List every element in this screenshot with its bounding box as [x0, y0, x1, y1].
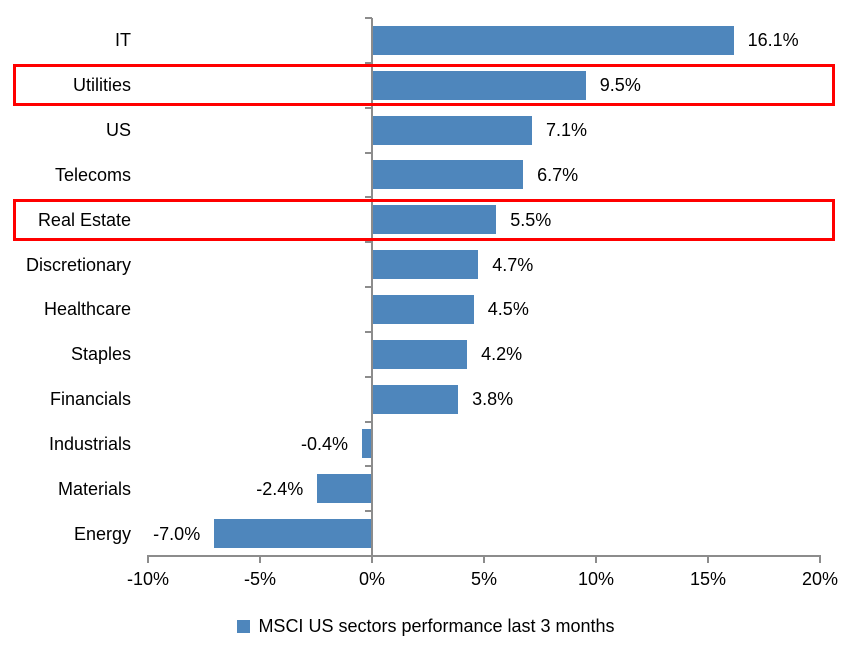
- bar-staples: [373, 339, 468, 369]
- category-label: Energy: [73, 523, 131, 544]
- category-label: Real Estate: [37, 209, 131, 230]
- value-label: 6.7%: [537, 164, 579, 185]
- bar-utilities: [373, 70, 586, 100]
- category-label: IT: [115, 30, 131, 51]
- bar-us: [373, 115, 533, 145]
- y-axis-tick: [365, 465, 372, 468]
- bar-telecoms: [373, 160, 524, 190]
- bar-discretionary: [373, 250, 479, 280]
- bar-industrials: [362, 429, 371, 459]
- value-label: 3.8%: [472, 389, 514, 410]
- category-label: Discretionary: [25, 254, 131, 275]
- x-axis-tick-label: -5%: [243, 569, 276, 589]
- y-axis-tick: [365, 510, 372, 513]
- highlight-box-utilities: [13, 64, 835, 107]
- bar-real-estate: [373, 205, 497, 235]
- category-label: Staples: [70, 344, 131, 365]
- x-axis-tick: [371, 556, 373, 563]
- value-label: 7.1%: [546, 120, 588, 141]
- y-axis-tick: [365, 61, 372, 64]
- legend-swatch-icon: [237, 619, 251, 633]
- bar-energy: [214, 519, 371, 549]
- x-axis-tick: [483, 556, 485, 563]
- x-axis-tick: [819, 556, 821, 563]
- category-label: Financials: [49, 389, 131, 410]
- value-label: -2.4%: [256, 478, 304, 499]
- y-axis-tick: [365, 330, 372, 333]
- category-label: Utilities: [72, 75, 131, 96]
- x-axis-tick-label: 15%: [689, 569, 727, 589]
- legend: MSCI US sectors performance last 3 month…: [0, 613, 852, 639]
- value-label: 5.5%: [510, 209, 552, 230]
- x-axis-tick: [147, 556, 149, 563]
- category-label: Telecoms: [54, 164, 131, 185]
- x-axis-tick-label: -10%: [126, 569, 170, 589]
- y-axis-tick: [365, 420, 372, 423]
- value-label: -7.0%: [153, 523, 201, 544]
- legend-label: MSCI US sectors performance last 3 month…: [258, 616, 615, 636]
- category-label: Industrials: [48, 433, 131, 454]
- x-axis-tick: [259, 556, 261, 563]
- y-axis-tick: [365, 375, 372, 378]
- value-label: 4.7%: [492, 254, 534, 275]
- x-axis-tick-label: 20%: [801, 569, 839, 589]
- y-axis-line: [371, 18, 373, 556]
- x-axis-tick-label: 0%: [358, 569, 385, 589]
- x-axis-tick-label: 5%: [470, 569, 497, 589]
- bar-it: [373, 25, 734, 55]
- value-label: -0.4%: [301, 433, 349, 454]
- x-axis-tick: [707, 556, 709, 563]
- y-axis-tick: [365, 151, 372, 154]
- highlight-box-real-estate: [13, 198, 835, 241]
- value-label: 16.1%: [747, 30, 799, 51]
- x-axis-tick: [595, 556, 597, 563]
- x-axis-tick-label: 10%: [577, 569, 615, 589]
- bar-healthcare: [373, 294, 474, 324]
- value-label: 9.5%: [599, 75, 641, 96]
- y-axis-tick: [365, 196, 372, 199]
- bar-materials: [317, 474, 371, 504]
- category-label: Materials: [57, 478, 131, 499]
- y-axis-tick: [365, 286, 372, 288]
- value-label: 4.2%: [481, 344, 523, 365]
- y-axis-tick: [365, 106, 372, 109]
- bar-financials: [373, 384, 459, 414]
- category-label: US: [105, 120, 131, 141]
- value-label: 4.5%: [487, 299, 529, 320]
- y-axis-tick: [365, 17, 372, 19]
- y-axis-tick: [365, 241, 372, 244]
- category-label: Healthcare: [43, 299, 131, 320]
